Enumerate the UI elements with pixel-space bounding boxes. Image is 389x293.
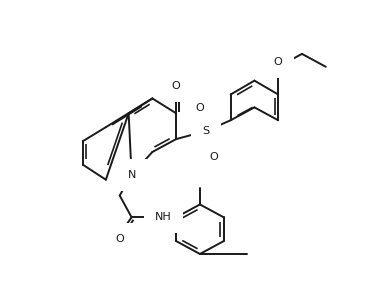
Text: O: O bbox=[274, 57, 282, 67]
Text: O: O bbox=[116, 234, 124, 244]
Text: N: N bbox=[128, 170, 136, 180]
Text: O: O bbox=[172, 81, 180, 91]
Text: NH: NH bbox=[155, 212, 172, 222]
Text: O: O bbox=[209, 152, 218, 162]
Text: O: O bbox=[196, 103, 204, 113]
Text: S: S bbox=[202, 126, 209, 136]
